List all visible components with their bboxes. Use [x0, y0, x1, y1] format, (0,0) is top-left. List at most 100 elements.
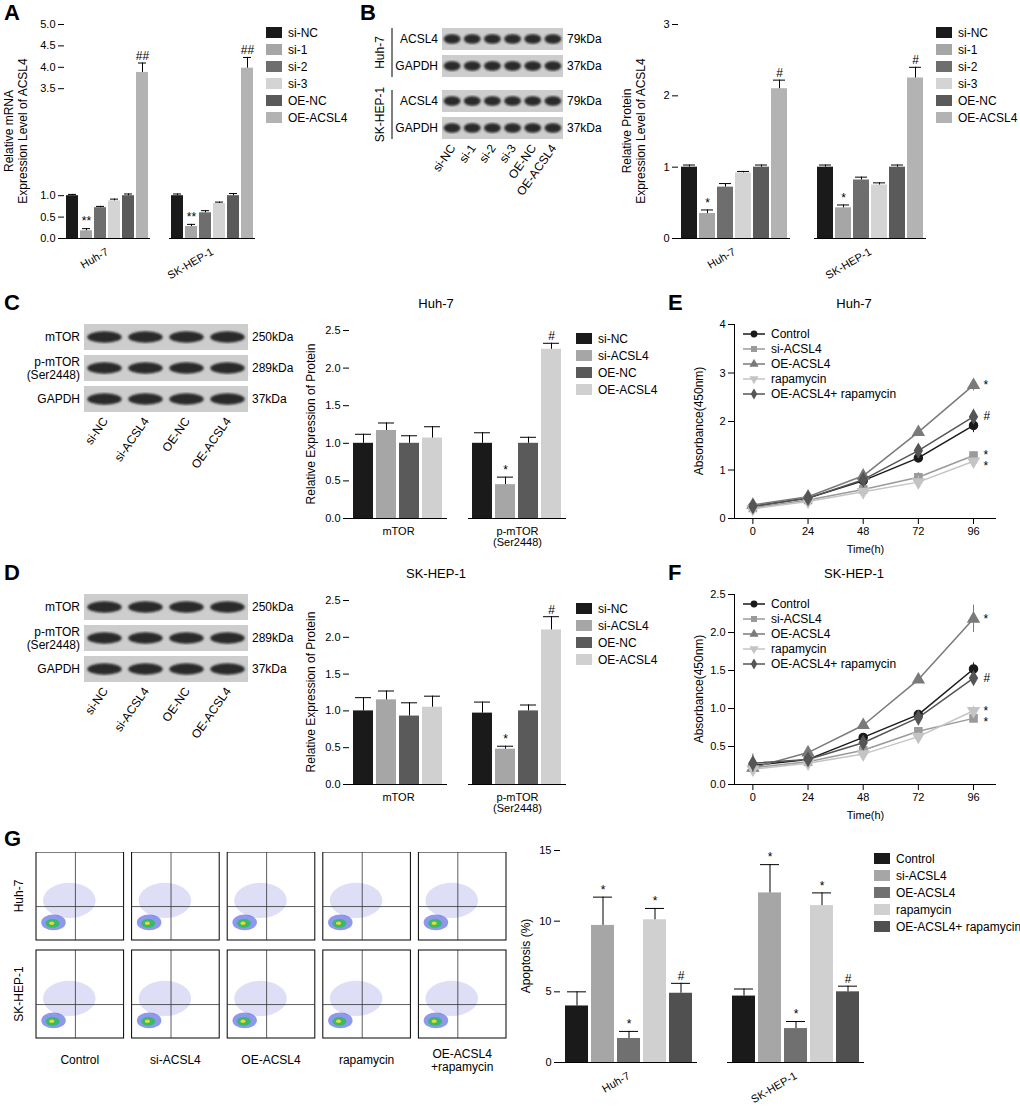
svg-text:p-mTOR(Ser2448): p-mTOR(Ser2448): [27, 625, 81, 652]
svg-text:0.0: 0.0: [325, 778, 340, 790]
svg-text:si-NC: si-NC: [430, 141, 459, 174]
svg-text:si-NC: si-NC: [82, 414, 111, 447]
svg-text:OE-ACSL4: OE-ACSL4: [188, 414, 234, 471]
svg-text:Huh-7: Huh-7: [600, 1069, 632, 1094]
svg-text:0: 0: [719, 512, 725, 524]
svg-text:4.5: 4.5: [40, 39, 55, 51]
svg-text:2.5: 2.5: [325, 594, 340, 606]
svg-text:*: *: [794, 1007, 799, 1021]
svg-text:289kDa: 289kDa: [252, 631, 294, 645]
svg-text:2: 2: [663, 89, 669, 101]
svg-text:2.0: 2.0: [325, 362, 340, 374]
svg-text:si-ACSL4: si-ACSL4: [150, 1053, 201, 1067]
svg-text:250kDa: 250kDa: [252, 600, 294, 614]
svg-text:4: 4: [719, 318, 725, 330]
svg-text:1.0: 1.0: [325, 704, 340, 716]
svg-text:24: 24: [802, 525, 814, 537]
svg-text:si-ACSL4: si-ACSL4: [111, 414, 152, 464]
svg-text:mTOR: mTOR: [45, 600, 80, 614]
svg-text:*: *: [705, 196, 710, 210]
svg-text:4.0: 4.0: [40, 61, 55, 73]
svg-text:37kDa: 37kDa: [567, 121, 602, 135]
svg-text:OE-ACSL4: OE-ACSL4: [188, 684, 234, 741]
svg-text:37kDa: 37kDa: [567, 59, 602, 73]
svg-text:*: *: [841, 191, 846, 205]
svg-text:3.5: 3.5: [40, 82, 55, 94]
svg-text:Huh-7: Huh-7: [78, 245, 110, 270]
svg-text:#: #: [984, 671, 991, 685]
svg-text:*: *: [820, 879, 825, 893]
svg-text:1.5: 1.5: [710, 664, 725, 676]
svg-text:p-mTOR(Ser2448): p-mTOR(Ser2448): [493, 525, 542, 548]
svg-text:ACSL4: ACSL4: [400, 94, 438, 108]
svg-text:OE-NC: OE-NC: [159, 684, 193, 724]
svg-text:*: *: [984, 715, 989, 729]
svg-text:96: 96: [967, 525, 979, 537]
svg-text:96: 96: [967, 791, 979, 803]
svg-text:*: *: [503, 463, 508, 477]
svg-text:37kDa: 37kDa: [252, 392, 287, 406]
svg-text:Control: Control: [60, 1053, 99, 1067]
svg-text:GAPDH: GAPDH: [37, 662, 80, 676]
svg-text:1.0: 1.0: [710, 702, 725, 714]
svg-text:0: 0: [750, 525, 756, 537]
svg-text:##: ##: [136, 49, 150, 63]
svg-text:ACSL4: ACSL4: [400, 32, 438, 46]
svg-text:0.5: 0.5: [325, 741, 340, 753]
svg-text:72: 72: [912, 525, 924, 537]
svg-text:SK-HEP-1: SK-HEP-1: [165, 245, 215, 281]
svg-text:OE-ACSL4: OE-ACSL4: [241, 1053, 301, 1067]
svg-text:*: *: [653, 894, 658, 908]
svg-text:*: *: [984, 459, 989, 473]
svg-text:0.0: 0.0: [40, 232, 55, 244]
svg-text:mTOR: mTOR: [382, 525, 414, 537]
svg-text:79kDa: 79kDa: [567, 94, 602, 108]
svg-text:#: #: [678, 969, 685, 983]
svg-text:**: **: [82, 214, 92, 228]
svg-text:5.0: 5.0: [40, 18, 55, 30]
svg-text:#: #: [845, 972, 852, 986]
svg-text:Time(h): Time(h): [847, 809, 884, 821]
svg-text:250kDa: 250kDa: [252, 330, 294, 344]
svg-text:**: **: [187, 210, 197, 224]
svg-text:0.0: 0.0: [325, 512, 340, 524]
svg-text:3: 3: [719, 367, 725, 379]
svg-text:1.5: 1.5: [325, 668, 340, 680]
svg-text:#: #: [548, 329, 555, 343]
svg-text:289kDa: 289kDa: [252, 361, 294, 375]
svg-text:1.0: 1.0: [40, 189, 55, 201]
svg-text:72: 72: [912, 791, 924, 803]
svg-text:GAPDH: GAPDH: [37, 392, 80, 406]
svg-text:#: #: [912, 53, 919, 67]
svg-text:OE-ACSL4: OE-ACSL4: [514, 141, 560, 198]
svg-text:mTOR: mTOR: [382, 791, 414, 803]
svg-text:SK-HEP-1: SK-HEP-1: [749, 1069, 799, 1105]
svg-text:GAPDH: GAPDH: [395, 59, 438, 73]
svg-text:2: 2: [719, 415, 725, 427]
svg-text:1.0: 1.0: [325, 437, 340, 449]
svg-text:SK-HEP-1: SK-HEP-1: [823, 245, 873, 281]
svg-text:5: 5: [545, 985, 551, 997]
svg-text:2.0: 2.0: [325, 631, 340, 643]
svg-text:1.5: 1.5: [325, 399, 340, 411]
svg-text:0: 0: [545, 1056, 551, 1068]
svg-text:rapamycin: rapamycin: [339, 1053, 394, 1067]
svg-text:2.5: 2.5: [325, 324, 340, 336]
svg-text:2.0: 2.0: [710, 626, 725, 638]
svg-text:*: *: [627, 1017, 632, 1031]
svg-text:si-NC: si-NC: [82, 684, 111, 717]
svg-text:Huh-7: Huh-7: [12, 879, 26, 912]
svg-text:p-mTOR(Ser2448): p-mTOR(Ser2448): [493, 791, 542, 814]
svg-text:24: 24: [802, 791, 814, 803]
svg-text:37kDa: 37kDa: [252, 662, 287, 676]
svg-text:48: 48: [857, 791, 869, 803]
svg-text:0.0: 0.0: [710, 778, 725, 790]
svg-text:1: 1: [719, 464, 725, 476]
svg-text:OE-ACSL4+rapamycin: OE-ACSL4+rapamycin: [431, 1047, 493, 1074]
svg-text:48: 48: [857, 525, 869, 537]
svg-text:#: #: [984, 409, 991, 423]
svg-text:SK-HEP-1: SK-HEP-1: [12, 966, 26, 1022]
svg-text:2.5: 2.5: [710, 588, 725, 600]
svg-text:Time(h): Time(h): [847, 543, 884, 555]
svg-text:si-ACSL4: si-ACSL4: [111, 684, 152, 734]
